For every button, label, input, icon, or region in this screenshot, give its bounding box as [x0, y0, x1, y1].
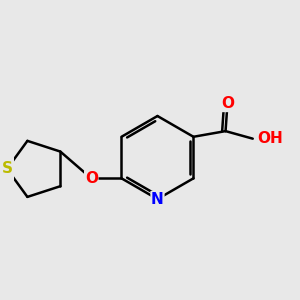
Text: N: N [151, 192, 164, 207]
Text: OH: OH [257, 131, 283, 146]
Text: O: O [221, 96, 234, 111]
Text: S: S [2, 161, 13, 176]
Text: O: O [85, 171, 98, 186]
